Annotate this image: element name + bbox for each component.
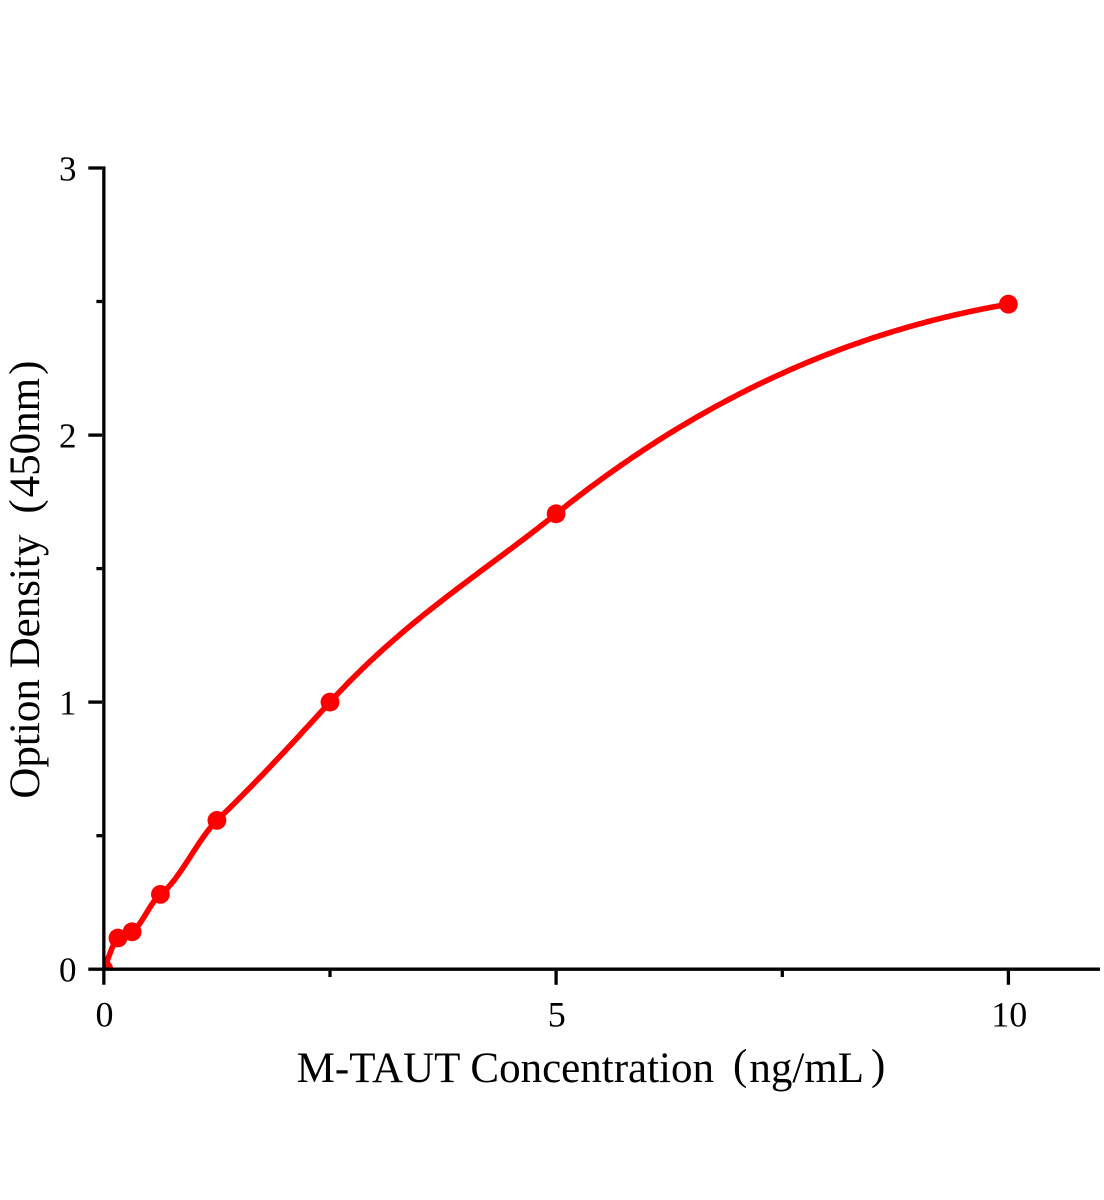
svg-text:1: 1 [59, 684, 77, 723]
svg-text:2: 2 [59, 417, 77, 456]
svg-text:Option Density(450nm): Option Density(450nm) [2, 361, 49, 799]
svg-text:M-TAUT Concentration(ng/mL): M-TAUT Concentration (ng/mL) [297, 1042, 886, 1092]
svg-text:10: 10 [991, 995, 1027, 1035]
svg-text:0: 0 [96, 995, 114, 1035]
svg-text:5: 5 [548, 995, 566, 1035]
svg-text:3: 3 [59, 150, 77, 189]
svg-text:0: 0 [59, 951, 77, 990]
